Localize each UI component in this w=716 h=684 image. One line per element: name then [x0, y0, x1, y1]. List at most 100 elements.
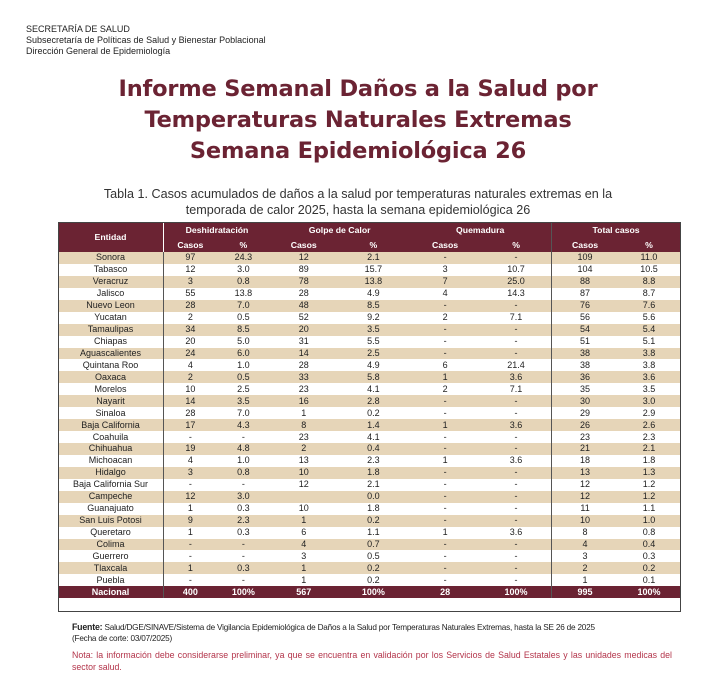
value-cell: -	[409, 502, 481, 515]
value-cell: 0.5	[216, 311, 271, 324]
value-cell: 8.5	[216, 323, 271, 336]
table-row: Oaxaca 2 0.5 33 5.8 1 3.6 36 3.6	[58, 371, 680, 384]
value-cell: -	[163, 538, 217, 551]
value-cell: -	[480, 550, 552, 563]
value-cell: -	[409, 299, 481, 312]
value-cell: 10	[270, 502, 338, 515]
value-cell: 7	[409, 275, 481, 288]
value-cell: 26	[551, 419, 618, 432]
value-cell: 3.6	[480, 526, 552, 539]
table-row: Quintana Roo 4 1.0 28 4.9 6 21.4 38 3.8	[58, 359, 680, 372]
value-cell: 0.4	[617, 538, 680, 551]
value-cell: 28	[163, 407, 217, 420]
value-cell: 1	[409, 454, 481, 467]
value-cell: 5.5	[337, 335, 410, 348]
value-cell: 8.7	[617, 287, 680, 300]
title-line-1: Informe Semanal Daños a la Salud por	[118, 76, 598, 102]
value-cell: 0.8	[216, 466, 271, 479]
table-row: Coahuila - -23 4.1- -23 2.3	[58, 431, 680, 443]
value-cell: -	[480, 490, 552, 503]
value-cell: -	[409, 562, 481, 575]
value-cell: 78	[270, 275, 338, 288]
state-name-cell: Chihuahua	[58, 443, 164, 455]
value-cell: -	[163, 478, 217, 491]
value-cell: -	[409, 478, 481, 491]
value-cell: 97	[163, 252, 217, 264]
value-cell: 28	[163, 299, 217, 312]
value-cell: -	[409, 431, 481, 443]
value-cell: -	[480, 502, 552, 515]
disclaimer-note: Nota: la información debe considerarse p…	[72, 650, 672, 672]
source-text: Salud/DGE/SINAVE/Sistema de Vigilancia E…	[104, 623, 595, 632]
source-date: (Fecha de corte: 03/07/2025)	[72, 634, 172, 643]
value-cell: 51	[551, 335, 618, 348]
value-cell: 3.6	[617, 371, 680, 384]
value-cell: 1.4	[337, 419, 410, 432]
value-cell: 2.1	[337, 252, 410, 264]
table-row: Morelos 10 2.5 23 4.1 2 7.1 35 3.5	[58, 383, 680, 396]
group-header-quemadura: Quemadura	[409, 222, 552, 238]
caption-line-2: temporada de calor 2025, hasta la semana…	[185, 203, 531, 217]
value-cell: 30	[551, 395, 618, 408]
value-cell: 0.2	[337, 514, 410, 527]
value-cell: 7.6	[617, 299, 680, 312]
table-row: San Luis Potosi 9 2.3 1 0.2- -10 1.0	[58, 514, 680, 527]
subheader-casos: Casos	[551, 238, 618, 252]
value-cell: -	[409, 323, 481, 336]
value-cell: 13	[551, 466, 618, 479]
state-name-cell: Colima	[58, 538, 164, 551]
table-row: Tabasco 12 3.0 89 15.7 3 10.7 104 10.5	[58, 263, 680, 276]
table-row: Sonora 97 24.3 12 2.1- -109 11.0	[58, 252, 680, 264]
value-cell: 1.8	[337, 502, 410, 515]
table-body: Sonora 97 24.3 12 2.1- -109 11.0 Tabasco 12 3.0 89…	[58, 252, 680, 587]
value-cell: -	[409, 514, 481, 527]
value-cell: 52	[270, 311, 338, 324]
value-cell: 24	[163, 347, 217, 360]
table-row: Tlaxcala 1 0.3 1 0.2- -2 0.2	[58, 562, 680, 575]
caption-line-1: Tabla 1. Casos acumulados de daños a la …	[103, 187, 613, 201]
value-cell: -	[480, 252, 552, 264]
value-cell: 0.3	[617, 550, 680, 563]
value-cell: 21	[551, 443, 618, 455]
table-row: Baja California 17 4.3 8 1.4 1 3.6 26 2.6	[58, 419, 680, 432]
state-name-cell: Hidalgo	[58, 466, 164, 479]
value-cell: -	[480, 299, 552, 312]
value-cell: 4	[163, 359, 217, 372]
total-cell: 100%	[337, 586, 410, 599]
value-cell: -	[216, 431, 271, 443]
value-cell: 5.0	[216, 335, 271, 348]
value-cell: 4.1	[337, 431, 410, 443]
value-cell: 104	[551, 263, 618, 276]
value-cell: 88	[551, 275, 618, 288]
value-cell: -	[480, 407, 552, 420]
value-cell: 2.5	[337, 347, 410, 360]
state-name-cell: Morelos	[58, 383, 164, 396]
state-name-cell: Campeche	[58, 490, 164, 503]
value-cell: 4.9	[337, 359, 410, 372]
value-cell: -	[409, 466, 481, 479]
value-cell: -	[163, 574, 217, 587]
value-cell: -	[409, 550, 481, 563]
value-cell: 16	[270, 395, 338, 408]
value-cell: 0.4	[337, 443, 410, 455]
value-cell: 1.1	[337, 526, 410, 539]
state-name-cell: Puebla	[58, 574, 164, 587]
value-cell: 1	[409, 371, 481, 384]
state-name-cell: Guanajuato	[58, 502, 164, 515]
table-row: Chiapas 20 5.0 31 5.5- -51 5.1	[58, 335, 680, 348]
value-cell: 31	[270, 335, 338, 348]
value-cell: 0.5	[337, 550, 410, 563]
table-row: Nuevo Leon 28 7.0 48 8.5- -76 7.6	[58, 299, 680, 312]
value-cell: 14	[270, 347, 338, 360]
value-cell: 29	[551, 407, 618, 420]
value-cell: 4	[163, 454, 217, 467]
table-row: Puebla - -1 0.2- -1 0.1	[58, 574, 680, 587]
table-row: Michoacan 4 1.0 13 2.3 1 3.6 18 1.8	[58, 454, 680, 467]
col-header-entidad: Entidad	[58, 222, 164, 252]
value-cell: 55	[163, 287, 217, 300]
value-cell: 1.1	[617, 502, 680, 515]
table-row: Guerrero - -3 0.5- -3 0.3	[58, 550, 680, 563]
value-cell: 28	[270, 359, 338, 372]
value-cell: 5.8	[337, 371, 410, 384]
value-cell: 3.5	[216, 395, 271, 408]
